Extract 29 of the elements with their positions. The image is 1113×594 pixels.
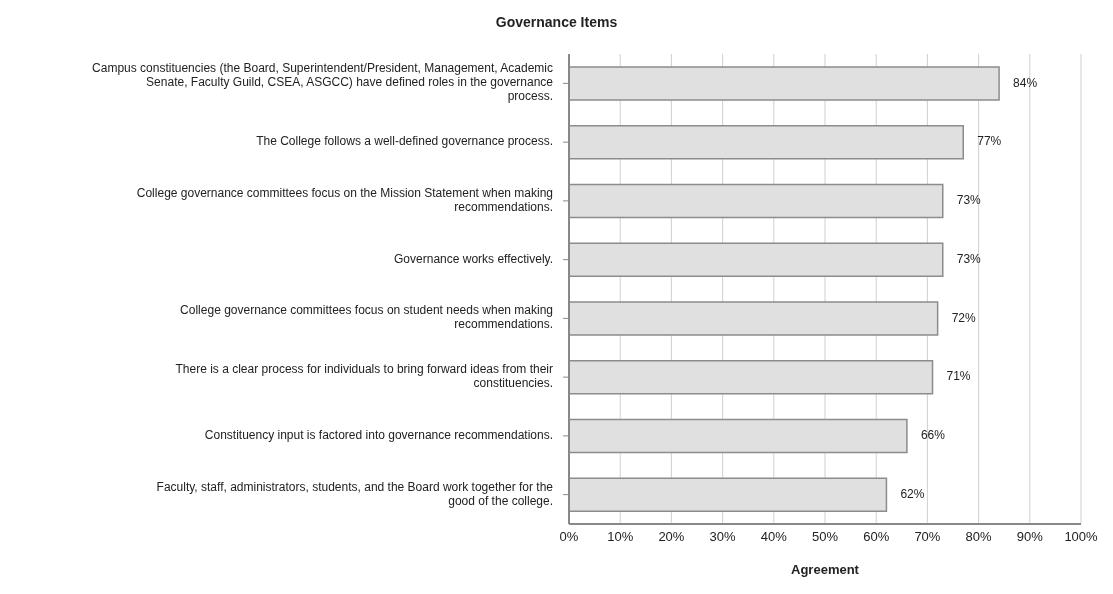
data-label: 71% <box>946 369 971 384</box>
y-tick-label: College governance committees focus on the Mission Statement when making recommendations. <box>136 186 553 215</box>
data-label: 73% <box>956 193 982 208</box>
data-label: 73% <box>956 251 982 266</box>
x-tick-label: 70% <box>914 529 941 545</box>
data-label: 77% <box>977 134 1002 149</box>
y-tick-label: Campus constituencies (the Board, Superintendent/President, Management, Academic Senate, Faculty Guild, CSEA, ASGCC) have defined roles in the governance process. <box>92 61 554 104</box>
y-tick-label: The College follows a well-defined governance process. <box>256 134 553 149</box>
x-tick-label: 10% <box>607 529 634 545</box>
y-tick-label: Governance works effectively. <box>394 251 553 266</box>
x-tick-label: 50% <box>811 529 839 545</box>
chart-title: Governance Items <box>494 14 619 32</box>
x-tick-label: 20% <box>658 529 685 545</box>
x-tick-label: 80% <box>965 529 993 545</box>
y-tick-label: There is a clear process for individuals to bring forward ideas from their constituencies. <box>175 362 553 391</box>
data-label: 62% <box>900 486 925 501</box>
y-tick-label: College governance committees focus on student needs when making recommendations. <box>180 303 553 332</box>
x-tick-label: 60% <box>863 529 890 545</box>
data-label: 66% <box>920 428 946 443</box>
x-tick-label: 0% <box>559 529 579 545</box>
x-tick-label: 30% <box>709 529 737 545</box>
y-tick-label: Constituency input is factored into governance recommendations. <box>204 428 553 443</box>
data-label: 84% <box>1013 75 1038 90</box>
x-axis-title: Agreement <box>791 562 860 577</box>
x-tick-label: 40% <box>760 529 788 545</box>
y-tick-label: Faculty, staff, administrators, students, and the Board work together for the good of the college. <box>156 479 554 508</box>
x-tick-label: 100% <box>1064 529 1099 545</box>
data-label: 72% <box>951 310 976 325</box>
x-tick-label: 90% <box>1016 529 1044 545</box>
